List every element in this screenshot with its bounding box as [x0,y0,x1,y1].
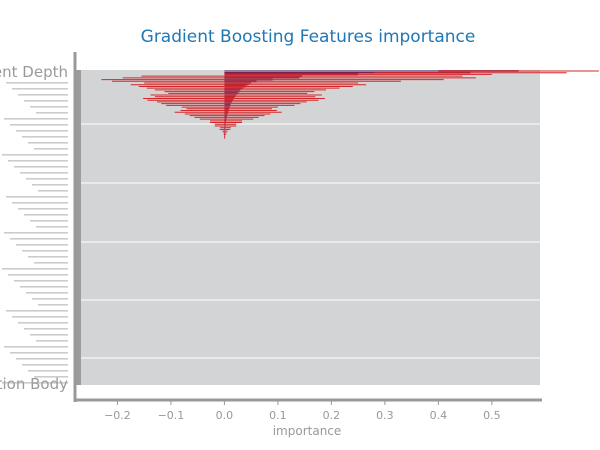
y-label-overlap [38,190,68,192]
y-label-overlap [18,322,68,324]
x-tick-label: 0.2 [323,409,341,422]
y-label-overlap [38,304,68,306]
y-label-overlap [28,142,68,144]
y-label-overlap [36,112,68,114]
y-label-overlap [12,202,68,204]
y-label-overlap [18,94,68,96]
y-label-overlap [2,268,68,270]
y-label-overlap [14,280,68,282]
y-label-overlap [20,172,68,174]
y-label-overlap [6,82,68,84]
y-label-overlap [8,160,68,162]
y-label-overlap [24,328,68,330]
y-label-overlap [30,334,68,336]
y-label-overlap [10,352,68,354]
x-tick-label: 0.3 [376,409,394,422]
plot-background [80,70,540,385]
y-label-overlap [22,250,68,252]
x-tick-label: 0.0 [216,409,234,422]
y-label-overlap [32,184,68,186]
y-label-overlap [8,274,68,276]
y-label-overlap [16,358,68,360]
x-tick-label: 0.1 [269,409,287,422]
y-label-overlap [24,214,68,216]
y-label-overlap [16,130,68,132]
y-label-overlap [26,292,68,294]
y-label-overlap [30,220,68,222]
y-label-overlap [30,106,68,108]
x-tick-label: 0.4 [430,409,448,422]
y-label-overlap [24,100,68,102]
x-tick-label: −0.1 [158,409,185,422]
chart-title: Gradient Boosting Features importance [141,27,476,47]
y-label-overlap [36,226,68,228]
y-label-overlap [14,166,68,168]
y-label-overlap [36,340,68,342]
y-label-overlap [20,286,68,288]
x-axis-label: importance [273,424,342,438]
y-label-overlap [10,238,68,240]
y-label-overlap [18,208,68,210]
y-tick-strip [75,70,81,385]
y-label-overlap [12,316,68,318]
y-label-overlap [2,382,68,384]
y-tick-label: Rehabilitation Body [0,375,68,393]
y-label-overlap [4,346,68,348]
y-label-overlap [10,124,68,126]
y-label-overlap [6,310,68,312]
y-tick-label: Event Depth [0,63,68,81]
bar [224,71,471,74]
y-label-overlap [34,376,68,378]
y-label-overlap [4,232,68,234]
y-label-overlap [12,88,68,90]
y-label-overlap [28,256,68,258]
y-label-overlap [34,262,68,264]
y-label-overlap [32,298,68,300]
y-label-overlap [34,148,68,150]
y-label-overlap [26,178,68,180]
x-tick-label: −0.2 [104,409,131,422]
y-label-overlap [6,196,68,198]
y-label-overlap [28,370,68,372]
y-label-overlap [22,364,68,366]
y-label-overlap [22,136,68,138]
y-label-overlap [2,154,68,156]
y-label-overlap [4,118,68,120]
x-tick-label: 0.5 [483,409,501,422]
y-label-overlap [16,244,68,246]
